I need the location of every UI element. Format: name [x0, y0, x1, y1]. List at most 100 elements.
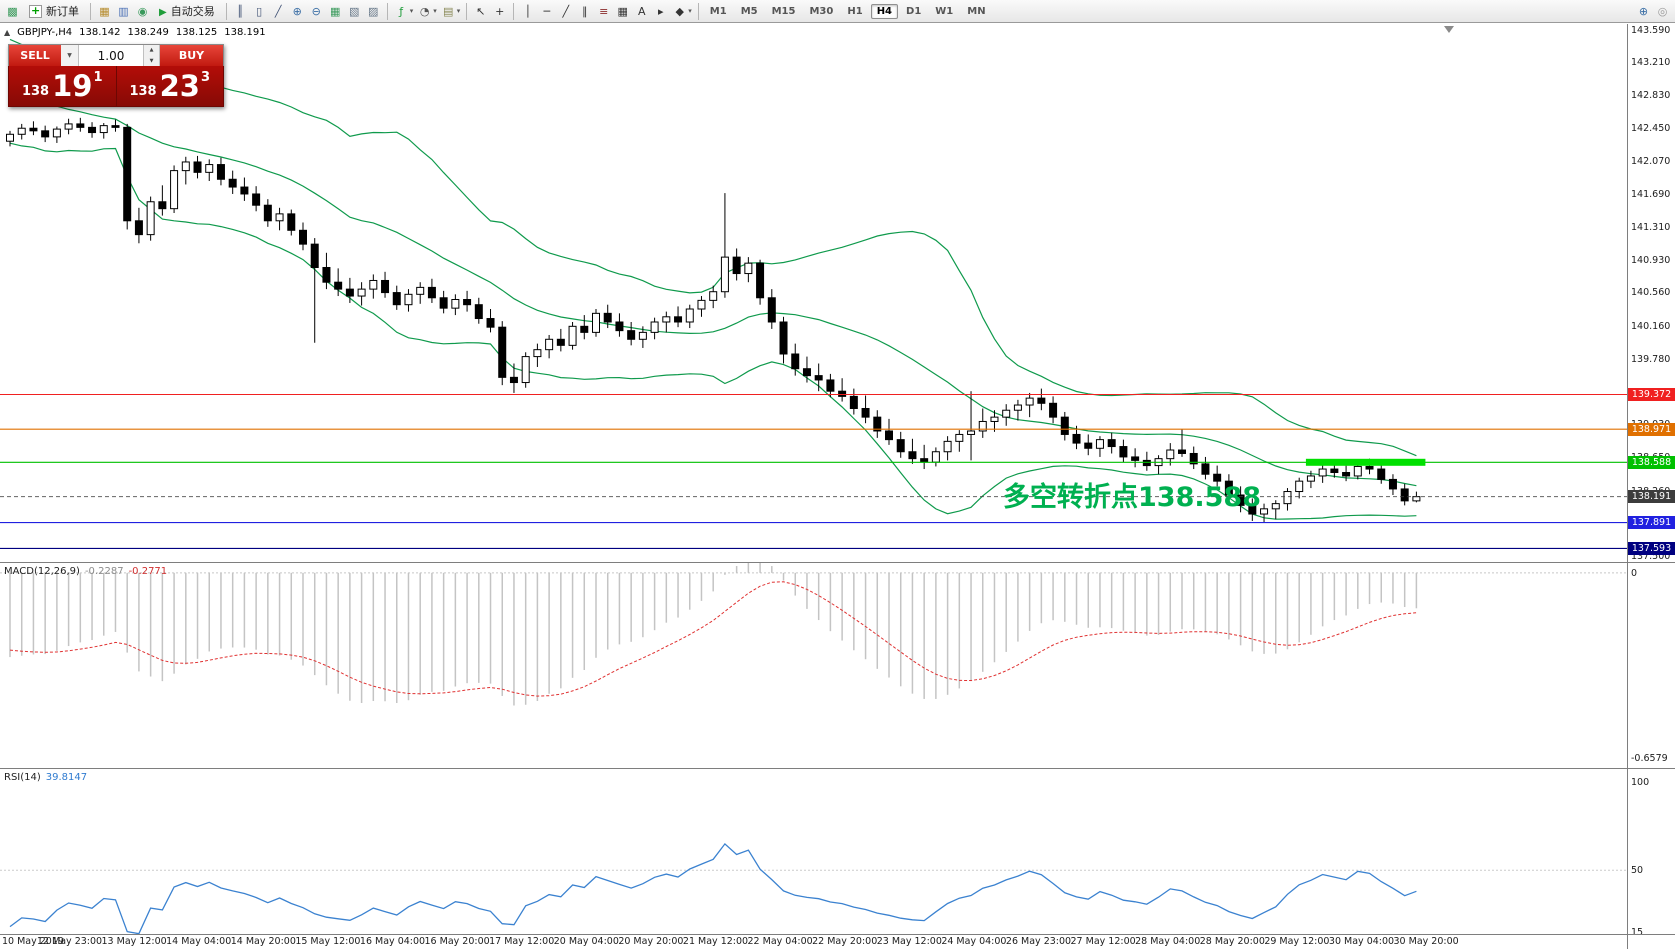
lot-down-icon[interactable]	[144, 56, 159, 67]
horizontal-levels	[0, 393, 1627, 549]
time-axis-label: 20 May 04:00	[553, 936, 619, 947]
price-axis-label: 142.830	[1631, 90, 1671, 102]
bar-chart-icon[interactable]: ║	[236, 4, 244, 18]
panel-divider[interactable]	[0, 562, 1675, 563]
timeframe-d1[interactable]: D1	[906, 5, 922, 17]
chart-window-icon[interactable]: ▦	[99, 4, 110, 18]
search-icon[interactable]: ⊕	[1638, 4, 1649, 18]
autotrade-label: 自动交易	[170, 5, 215, 18]
grid-icon[interactable]: ▦	[617, 4, 628, 18]
collapse-arrow-icon[interactable]: ▲	[4, 28, 11, 37]
time-axis-label: 14 May 04:00	[166, 936, 232, 947]
shapes-icon[interactable]: ◆	[675, 4, 684, 18]
price-axis-label: 143.590	[1631, 24, 1671, 36]
tile-windows-icon[interactable]: ▦	[330, 4, 341, 18]
green-highlight-segment	[1305, 458, 1426, 466]
indicators-add-icon-caret[interactable]: ▾	[409, 7, 414, 15]
bid-price[interactable]: 138 19 1	[9, 66, 117, 106]
level-price-badge: 137.891	[1628, 516, 1675, 530]
autotrade-play-icon	[159, 5, 167, 18]
cascade-windows-icon[interactable]: ▧	[349, 4, 360, 18]
timeframe-w1[interactable]: W1	[935, 5, 954, 17]
price-axis-label: 143.210	[1631, 57, 1671, 69]
horizontal-line-icon[interactable]: ─	[543, 4, 551, 18]
toolbar: ▩ 新订单 ▦▥◉ 自动交易 ║▯╱⊕⊖▦▧▨ ƒ▾◔▾▤▾ ↖+ │─╱∥≡▦…	[0, 0, 1675, 23]
lot-size-stepper[interactable]	[143, 45, 160, 66]
trendline-icon[interactable]: ╱	[562, 4, 570, 18]
fibonacci-icon[interactable]: ≡	[599, 4, 609, 18]
candlestick-icon[interactable]: ▯	[256, 4, 263, 18]
time-axis-label: 21 May 12:00	[682, 936, 749, 947]
order-type-caret-icon[interactable]	[61, 45, 79, 66]
arrows-icon[interactable]: ▸	[657, 4, 664, 18]
lot-size-input[interactable]	[79, 45, 143, 66]
sell-button[interactable]: SELL	[9, 45, 61, 66]
line-chart-icon[interactable]: ╱	[274, 4, 282, 18]
time-axis-label: 16 May 04:00	[359, 936, 426, 947]
time-axis-label: 14 May 20:00	[230, 936, 296, 947]
level-price-badge: 138.971	[1628, 422, 1675, 436]
timeframe-group: M1 M5 M15 M30 H1 H4 D1 W1 MN	[703, 3, 993, 19]
ask-price[interactable]: 138 23 3	[117, 66, 224, 106]
arrange-windows-icon[interactable]: ▨	[368, 4, 379, 18]
timeframe-h4[interactable]: H4	[870, 3, 899, 19]
toolbar-group-indicators: ƒ ▾ ◔ ▾ ▤ ▾	[392, 3, 463, 20]
time-axis-label: 26 May 23:00	[1005, 936, 1072, 947]
price-axis[interactable]: 143.590 143.210 142.830 142.450 142.070 141.6…	[1627, 24, 1675, 949]
cursor-icon[interactable]: ↖	[476, 4, 486, 18]
rsi-value: 39.8147	[45, 772, 88, 783]
timeframe-h1[interactable]: H1	[847, 5, 863, 17]
timeframe-m5[interactable]: M5	[740, 5, 758, 17]
time-axis-label: 10 May 2019	[2, 936, 64, 947]
bid-pipette: 1	[93, 70, 103, 85]
templates-icon[interactable]: ▤	[443, 4, 454, 18]
timeframe-m1[interactable]: M1	[709, 5, 727, 17]
channel-icon[interactable]: ∥	[582, 4, 588, 18]
panel-divider	[0, 934, 1675, 935]
new-order-button[interactable]: 新订单	[22, 1, 86, 21]
indicators-add-icon[interactable]: ƒ	[399, 4, 404, 18]
panel-divider[interactable]	[0, 768, 1675, 769]
crosshair-icon[interactable]: +	[495, 4, 505, 18]
ask-pipette: 3	[200, 70, 211, 85]
bid-big-digits: 19	[52, 69, 93, 103]
timeframe-m15[interactable]: M15	[771, 5, 796, 17]
templates-icon-caret[interactable]: ▾	[456, 7, 461, 15]
chart-plus-icon[interactable]: ▩	[7, 4, 18, 18]
community-icon[interactable]: ◎	[1657, 4, 1668, 18]
lot-up-icon[interactable]	[144, 45, 159, 56]
rsi-axis-label: 50	[1631, 865, 1644, 877]
periods-icon-caret[interactable]: ▾	[433, 7, 437, 15]
macd-label: MACD(12,26,9) -0.2287 -0.2771	[4, 566, 167, 577]
price-axis-label: 140.160	[1631, 321, 1671, 333]
pivot-annotation-text: 多空转折点138.588	[1003, 482, 1261, 513]
macd-signal-value: -0.2771	[128, 566, 168, 577]
navigator-icon[interactable]: ◉	[137, 4, 148, 18]
ohlc-close: 138.191	[224, 27, 266, 38]
price-axis-label: 140.930	[1631, 254, 1671, 266]
bid-prefix: 138	[21, 84, 50, 99]
text-icon[interactable]: A	[637, 4, 646, 18]
price-axis-label: 140.560	[1631, 286, 1671, 298]
time-axis-label: 22 May 20:00	[812, 936, 878, 947]
ohlc-low: 138.125	[175, 27, 218, 38]
timeframe-mn[interactable]: MN	[967, 5, 986, 17]
symbol-period-label: GBPJPY-,H4	[17, 27, 73, 38]
toolbar-separator	[697, 2, 699, 20]
buy-button[interactable]: BUY	[160, 45, 223, 66]
periods-icon[interactable]: ◔	[419, 4, 430, 18]
timeframe-m30[interactable]: M30	[809, 5, 834, 17]
zoom-in-icon[interactable]: ⊕	[292, 4, 302, 18]
macd-axis-label: -0.6579	[1631, 752, 1668, 764]
zoom-out-icon[interactable]: ⊖	[311, 4, 321, 18]
vertical-line-icon[interactable]: │	[524, 4, 532, 18]
macd-panel	[0, 563, 1627, 706]
time-axis[interactable]: 10 May 2019 12 May 23:00 13 May 12:00 14 Ma…	[0, 935, 1627, 949]
time-axis-label: 27 May 12:00	[1070, 936, 1136, 947]
market-watch-icon[interactable]: ▥	[118, 4, 129, 18]
time-axis-label: 13 May 12:00	[101, 936, 167, 947]
shapes-icon-caret[interactable]: ▾	[688, 7, 692, 15]
autotrade-button[interactable]: 自动交易	[152, 1, 222, 21]
time-axis-label: 28 May 20:00	[1199, 936, 1265, 947]
